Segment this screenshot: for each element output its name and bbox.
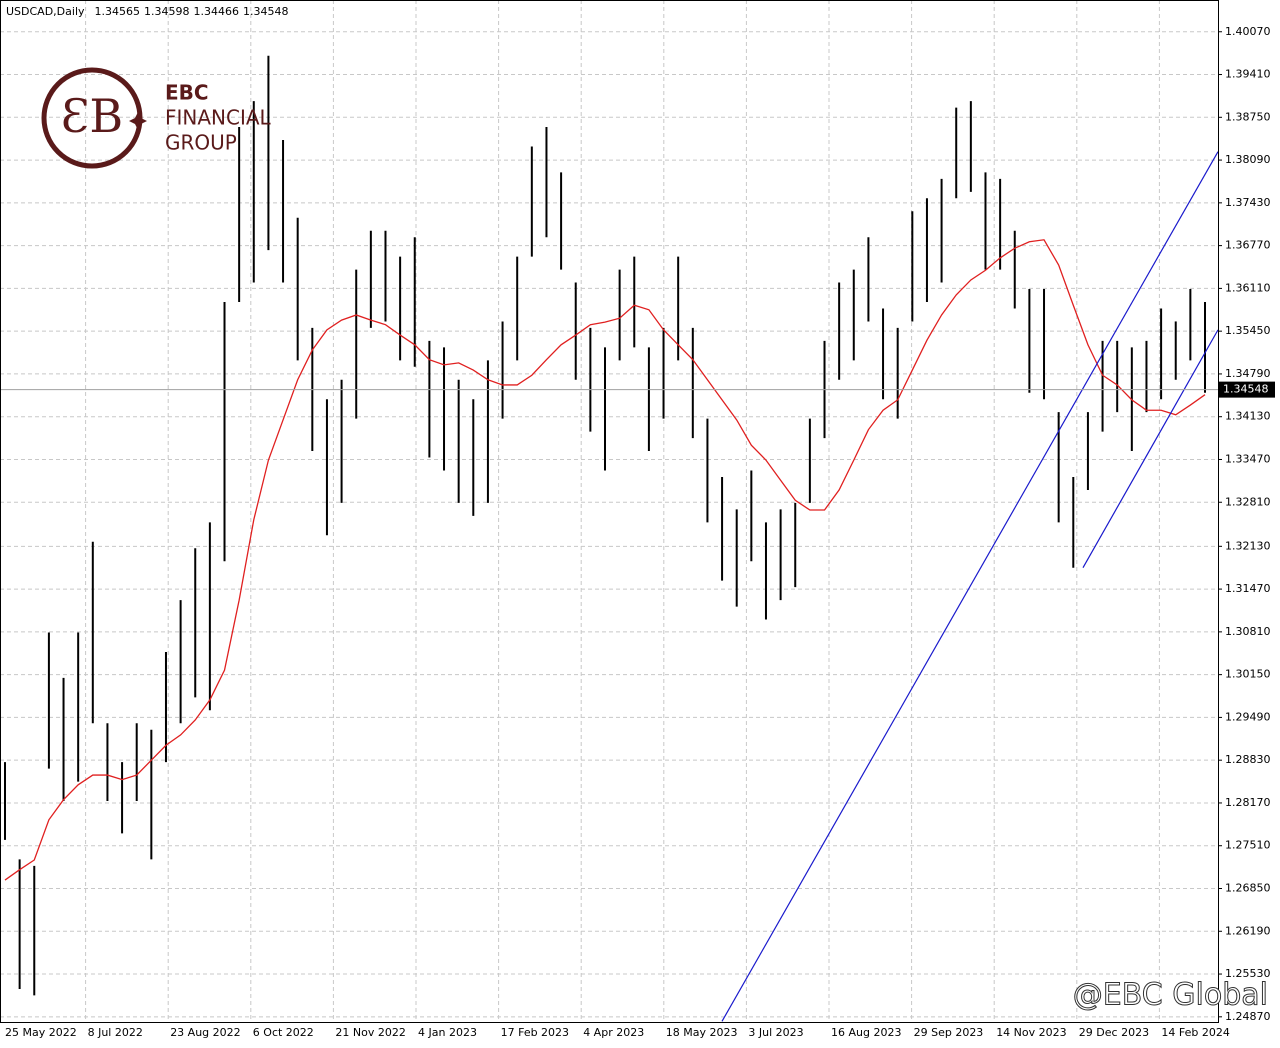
plot — [0, 55, 1219, 1022]
y-tick-label: 1.26850 — [1225, 881, 1271, 894]
logo-text: FINANCIAL — [165, 106, 272, 130]
y-tick-label: 1.33470 — [1225, 452, 1271, 465]
y-tick-label: 1.30810 — [1225, 625, 1271, 638]
y-tick-label: 1.38090 — [1225, 153, 1271, 166]
y-tick-label: 1.34130 — [1225, 410, 1271, 423]
watermark: @EBC Global — [1073, 978, 1268, 1013]
y-tick-label: 1.34790 — [1225, 367, 1271, 380]
y-tick-label: 1.40070 — [1225, 25, 1271, 38]
x-tick-label: 4 Apr 2023 — [583, 1026, 644, 1039]
y-tick-label: 1.27510 — [1225, 839, 1271, 852]
y-tick-label: 1.31470 — [1225, 582, 1271, 595]
header-field: USDCAD,Daily — [6, 5, 85, 18]
y-tick-label: 1.25530 — [1225, 967, 1271, 980]
y-tick-label: 1.35450 — [1225, 324, 1271, 337]
x-tick-label: 16 Aug 2023 — [831, 1026, 901, 1039]
y-tick-label: 1.39410 — [1225, 68, 1271, 81]
x-tick-label: 8 Jul 2022 — [88, 1026, 143, 1039]
x-tick-label: 21 Nov 2022 — [335, 1026, 405, 1039]
y-tick-label: 1.30150 — [1225, 668, 1271, 681]
trendline — [721, 151, 1219, 1022]
y-tick-label: 1.37430 — [1225, 196, 1271, 209]
logo-text: EBC — [165, 81, 209, 105]
last-price-box — [1219, 381, 1275, 398]
x-tick-label: 6 Oct 2022 — [253, 1026, 314, 1039]
x-tick-label: 3 Jul 2023 — [748, 1026, 803, 1039]
x-tick-label: 17 Feb 2023 — [501, 1026, 569, 1039]
y-tick-label: 1.32810 — [1225, 495, 1271, 508]
x-tick-label: 14 Feb 2024 — [1161, 1026, 1229, 1039]
trendline — [1082, 329, 1219, 569]
chart-header: USDCAD,Daily 1.34565 1.34598 1.34466 1.34548 — [6, 5, 289, 18]
header-field: 1.34565 — [95, 5, 141, 18]
header-field: 1.34598 — [144, 5, 190, 18]
y-tick-label: 1.36770 — [1225, 239, 1271, 252]
last-price-label: 1.34548 — [1223, 383, 1269, 396]
y-tick-label: 1.26190 — [1225, 924, 1271, 937]
y-tick-label: 1.24870 — [1225, 1010, 1271, 1023]
x-tick-label: 29 Dec 2023 — [1079, 1026, 1149, 1039]
y-tick-label: 1.28170 — [1225, 796, 1271, 809]
logo-text: GROUP — [165, 131, 237, 155]
x-tick-label: 4 Jan 2023 — [418, 1026, 477, 1039]
header-field: 1.34466 — [194, 5, 240, 18]
logo-star — [129, 112, 147, 130]
y-tick-label: 1.32130 — [1225, 539, 1271, 552]
x-tick-label: 14 Nov 2023 — [996, 1026, 1066, 1039]
x-tick-label: 25 May 2022 — [5, 1026, 77, 1039]
y-tick-label: 1.36110 — [1225, 281, 1271, 294]
grid — [0, 0, 1218, 1022]
y-tick-label: 1.28830 — [1225, 753, 1271, 766]
x-tick-label: 29 Sep 2023 — [914, 1026, 984, 1039]
y-tick-label: 1.38750 — [1225, 110, 1271, 123]
logo-mark: ƐB — [61, 89, 123, 143]
plot-frame — [0, 0, 1219, 1023]
logo: ƐB EBC FINANCIAL GROUP — [41, 67, 272, 169]
header-field: 1.34548 — [243, 5, 289, 18]
moving-average — [4, 239, 1206, 881]
x-tick-label: 23 Aug 2022 — [170, 1026, 240, 1039]
y-tick-label: 1.29490 — [1225, 710, 1271, 723]
x-tick-label: 18 May 2023 — [666, 1026, 738, 1039]
